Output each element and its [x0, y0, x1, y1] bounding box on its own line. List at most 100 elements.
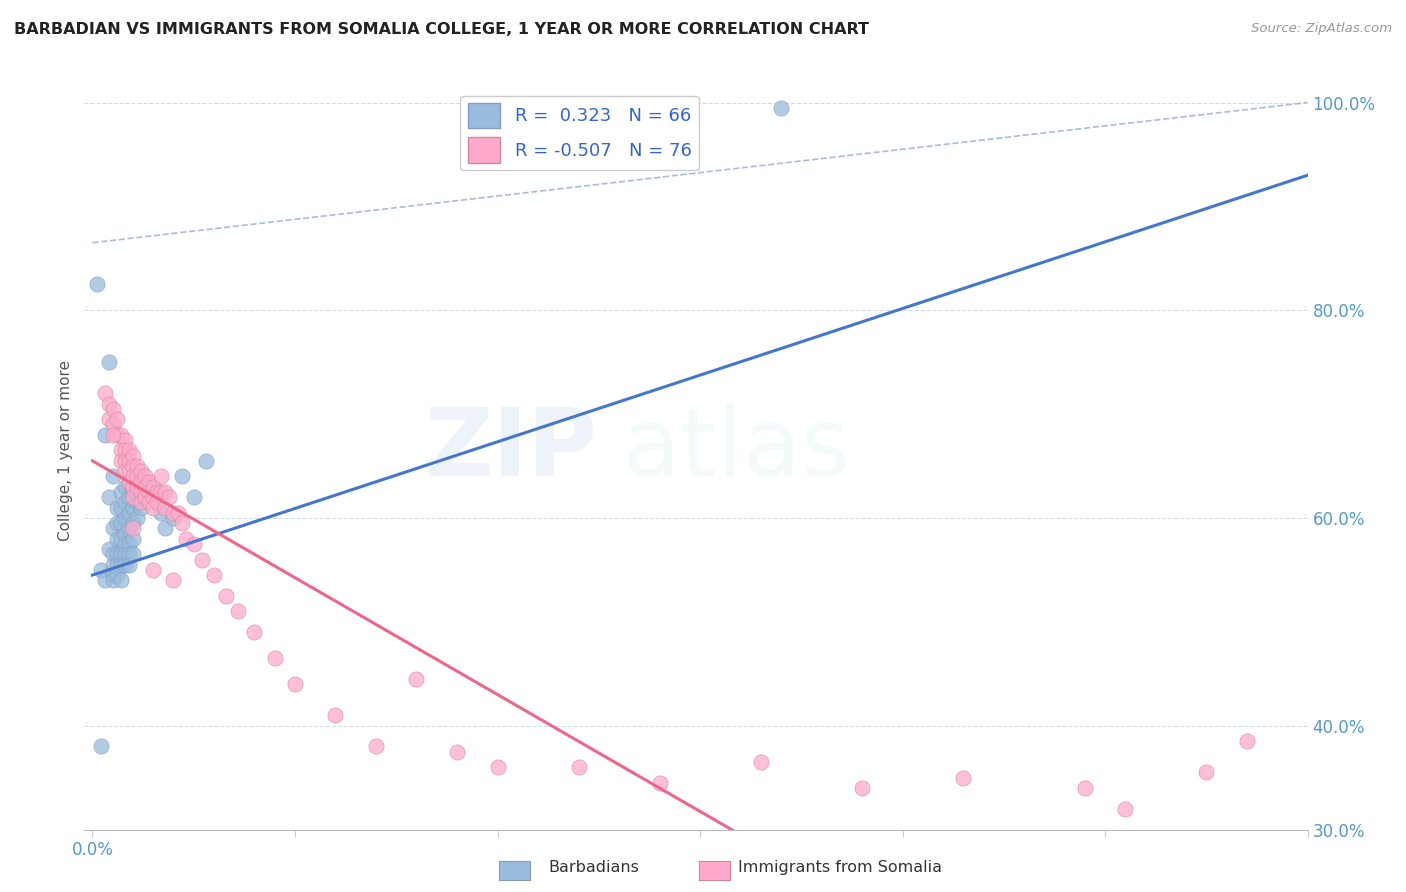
Point	[567, 760, 589, 774]
Point	[114, 547, 136, 561]
Point	[93, 386, 115, 401]
Point	[101, 574, 124, 588]
Point	[97, 397, 120, 411]
Text: BARBADIAN VS IMMIGRANTS FROM SOMALIA COLLEGE, 1 YEAR OR MORE CORRELATION CHART: BARBADIAN VS IMMIGRANTS FROM SOMALIA COL…	[14, 22, 869, 37]
Point	[142, 490, 165, 504]
Point	[122, 449, 145, 463]
Point	[114, 480, 136, 494]
Point	[105, 412, 128, 426]
Point	[101, 568, 124, 582]
Point	[325, 708, 347, 723]
Point	[110, 574, 132, 588]
Point	[101, 547, 124, 561]
Point	[110, 485, 132, 500]
Point	[93, 574, 115, 588]
Point	[162, 506, 184, 520]
Point	[105, 516, 128, 531]
Point	[150, 506, 173, 520]
Point	[170, 469, 193, 483]
Point	[110, 516, 132, 531]
Point	[118, 454, 141, 468]
Point	[851, 780, 873, 795]
Point	[243, 625, 266, 640]
Point	[194, 454, 217, 468]
Point	[134, 475, 156, 489]
Point	[142, 563, 165, 577]
Point	[122, 532, 145, 546]
Point	[142, 485, 165, 500]
Point	[146, 495, 169, 509]
Point	[129, 485, 152, 500]
Point	[446, 745, 468, 759]
Point	[155, 521, 177, 535]
Point	[155, 500, 177, 515]
Point	[114, 454, 136, 468]
Point	[122, 516, 145, 531]
Point	[166, 506, 188, 520]
Point	[129, 495, 152, 509]
Point	[114, 526, 136, 541]
Point	[138, 485, 160, 500]
Point	[122, 547, 145, 561]
Point	[110, 547, 132, 561]
Point	[105, 532, 128, 546]
Point	[1236, 734, 1258, 748]
Point	[110, 428, 132, 442]
Point	[105, 500, 128, 515]
Point	[129, 485, 152, 500]
Point	[648, 776, 671, 790]
Point	[364, 739, 387, 754]
Point	[97, 542, 120, 557]
Point	[150, 485, 173, 500]
Point	[215, 589, 238, 603]
Point	[183, 537, 205, 551]
Point	[129, 500, 152, 515]
Point	[105, 547, 128, 561]
Point	[1074, 780, 1097, 795]
Point	[122, 469, 145, 483]
Point	[97, 355, 120, 369]
Point	[110, 500, 132, 515]
Point	[118, 537, 141, 551]
Point	[101, 521, 124, 535]
Point	[263, 651, 285, 665]
Point	[122, 485, 145, 500]
Point	[90, 739, 112, 754]
Point	[125, 480, 148, 494]
Point	[118, 547, 141, 561]
Point	[110, 532, 132, 546]
Point	[101, 558, 124, 572]
Point	[162, 574, 184, 588]
Point	[110, 558, 132, 572]
Point	[129, 475, 152, 489]
Point	[150, 469, 173, 483]
Point	[146, 495, 169, 509]
Point	[1114, 802, 1136, 816]
Point	[122, 469, 145, 483]
Point	[125, 469, 148, 483]
Point	[118, 464, 141, 478]
Point	[170, 516, 193, 531]
Point	[114, 443, 136, 458]
Point	[125, 511, 148, 525]
Point	[129, 464, 152, 478]
Point	[125, 480, 148, 494]
Point	[122, 458, 145, 473]
Point	[101, 428, 124, 442]
Point	[114, 495, 136, 509]
Point	[1195, 765, 1218, 780]
Point	[114, 464, 136, 478]
Point	[97, 490, 120, 504]
Text: Immigrants from Somalia: Immigrants from Somalia	[738, 861, 942, 875]
Point	[97, 412, 120, 426]
Point	[405, 672, 427, 686]
Point	[155, 485, 177, 500]
Point	[101, 469, 124, 483]
Point	[129, 469, 152, 483]
Point	[105, 568, 128, 582]
Point	[134, 490, 156, 504]
Point	[118, 490, 141, 504]
Text: ZIP: ZIP	[425, 404, 598, 497]
Text: Source: ZipAtlas.com: Source: ZipAtlas.com	[1251, 22, 1392, 36]
Point	[114, 558, 136, 572]
